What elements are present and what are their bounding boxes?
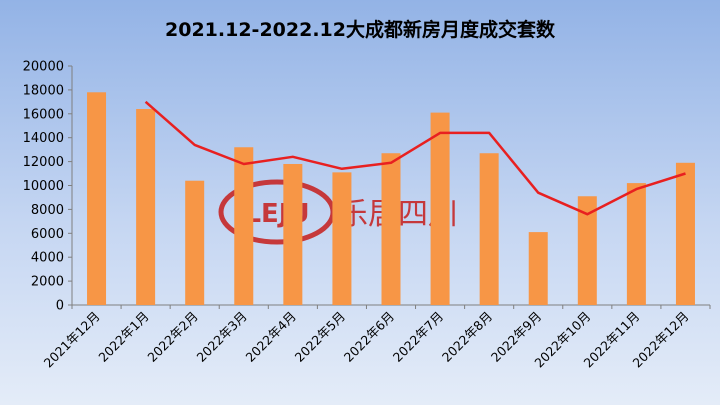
y-tick-label: 16000 [23,107,64,122]
y-tick-label: 4000 [31,251,64,266]
y-tick-label: 10000 [23,179,64,194]
bar [185,180,205,305]
x-tick-label: 2022年4月 [243,309,299,365]
bar [479,153,499,305]
y-tick-label: 18000 [23,83,64,98]
bar [577,196,597,305]
x-tick-label: 2022年2月 [144,309,200,365]
series-line [144,100,686,216]
y-tick-label: 20000 [23,60,64,75]
y-tick-label: 8000 [31,203,64,218]
bar [87,92,107,305]
x-tick-label: 2021年12月 [41,309,103,371]
y-tick-label: 14000 [23,131,64,146]
bar [283,163,303,305]
y-tick-label: 12000 [23,155,64,170]
y-tick-label: 2000 [31,275,64,290]
x-tick-label: 2022年3月 [193,309,249,365]
bar [234,147,254,305]
bar [332,172,352,305]
y-tick-label: 6000 [31,227,64,242]
bar [675,162,695,305]
bar [381,153,401,305]
x-tick-label: 2022年6月 [341,309,397,365]
bar [430,112,450,305]
x-tick-label: 2022年7月 [390,309,446,365]
y-tick-label: 0 [56,299,64,314]
chart-title: 2021.12-2022.12大成都新房月度成交套数 [165,18,556,41]
x-tick-label: 2022年5月 [292,309,348,365]
x-tick-label: 2022年8月 [439,309,495,365]
bar [528,232,548,305]
bar [136,109,156,306]
bar [626,183,646,305]
x-tick-label: 2022年1月 [95,309,151,365]
